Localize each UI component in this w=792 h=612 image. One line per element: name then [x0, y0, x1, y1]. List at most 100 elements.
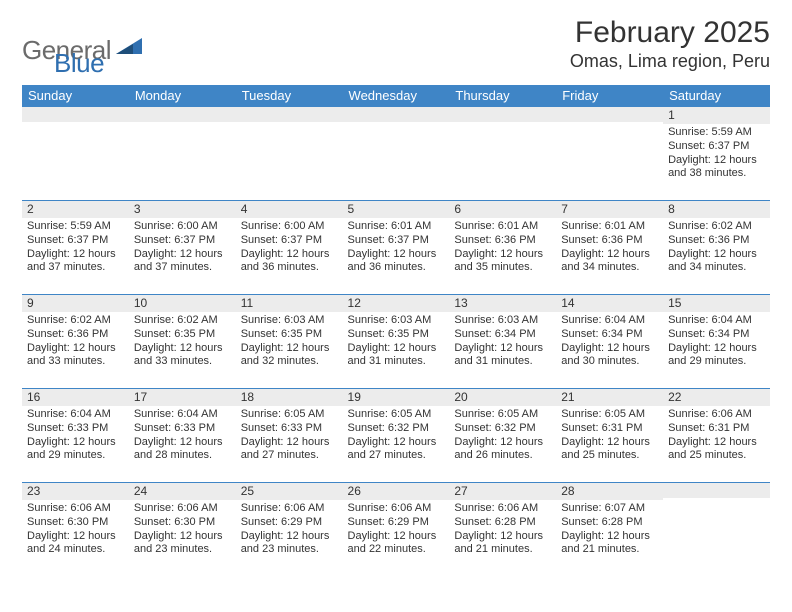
day-details: Sunrise: 6:05 AMSunset: 6:32 PMDaylight:…	[343, 406, 450, 467]
sunset-text: Sunset: 6:34 PM	[668, 328, 765, 342]
sunrise-text: Sunrise: 6:05 AM	[241, 408, 338, 422]
day-number: 16	[22, 389, 129, 406]
calendar-day-cell	[129, 107, 236, 201]
day-number: 23	[22, 483, 129, 500]
day-number	[236, 107, 343, 122]
day-number: 12	[343, 295, 450, 312]
calendar-day-cell	[663, 483, 770, 577]
calendar-week-row: 9Sunrise: 6:02 AMSunset: 6:36 PMDaylight…	[22, 295, 770, 389]
daylight-text: Daylight: 12 hours and 28 minutes.	[134, 436, 231, 464]
sunrise-text: Sunrise: 6:06 AM	[668, 408, 765, 422]
daylight-text: Daylight: 12 hours and 29 minutes.	[668, 342, 765, 370]
day-details: Sunrise: 6:03 AMSunset: 6:34 PMDaylight:…	[449, 312, 556, 373]
calendar-day-cell: 18Sunrise: 6:05 AMSunset: 6:33 PMDayligh…	[236, 389, 343, 483]
day-number: 8	[663, 201, 770, 218]
sunset-text: Sunset: 6:31 PM	[668, 422, 765, 436]
day-details: Sunrise: 6:02 AMSunset: 6:36 PMDaylight:…	[663, 218, 770, 279]
day-number: 27	[449, 483, 556, 500]
daylight-text: Daylight: 12 hours and 31 minutes.	[348, 342, 445, 370]
day-number	[449, 107, 556, 122]
weekday-heading: Saturday	[663, 85, 770, 107]
day-details: Sunrise: 6:04 AMSunset: 6:34 PMDaylight:…	[663, 312, 770, 373]
daylight-text: Daylight: 12 hours and 30 minutes.	[561, 342, 658, 370]
sunset-text: Sunset: 6:37 PM	[241, 234, 338, 248]
day-details: Sunrise: 6:04 AMSunset: 6:33 PMDaylight:…	[129, 406, 236, 467]
sunset-text: Sunset: 6:37 PM	[27, 234, 124, 248]
calendar-day-cell: 10Sunrise: 6:02 AMSunset: 6:35 PMDayligh…	[129, 295, 236, 389]
day-details: Sunrise: 6:02 AMSunset: 6:36 PMDaylight:…	[22, 312, 129, 373]
calendar-day-cell	[556, 107, 663, 201]
day-number: 22	[663, 389, 770, 406]
sunrise-text: Sunrise: 6:04 AM	[668, 314, 765, 328]
daylight-text: Daylight: 12 hours and 25 minutes.	[561, 436, 658, 464]
sunset-text: Sunset: 6:37 PM	[134, 234, 231, 248]
day-number: 21	[556, 389, 663, 406]
sunrise-text: Sunrise: 6:06 AM	[454, 502, 551, 516]
day-number	[129, 107, 236, 122]
day-details: Sunrise: 6:01 AMSunset: 6:37 PMDaylight:…	[343, 218, 450, 279]
daylight-text: Daylight: 12 hours and 35 minutes.	[454, 248, 551, 276]
calendar-day-cell: 16Sunrise: 6:04 AMSunset: 6:33 PMDayligh…	[22, 389, 129, 483]
day-details: Sunrise: 6:01 AMSunset: 6:36 PMDaylight:…	[449, 218, 556, 279]
calendar-day-cell: 3Sunrise: 6:00 AMSunset: 6:37 PMDaylight…	[129, 201, 236, 295]
calendar-day-cell: 14Sunrise: 6:04 AMSunset: 6:34 PMDayligh…	[556, 295, 663, 389]
calendar-day-cell: 17Sunrise: 6:04 AMSunset: 6:33 PMDayligh…	[129, 389, 236, 483]
day-details: Sunrise: 6:04 AMSunset: 6:33 PMDaylight:…	[22, 406, 129, 467]
sunset-text: Sunset: 6:28 PM	[561, 516, 658, 530]
day-details: Sunrise: 5:59 AMSunset: 6:37 PMDaylight:…	[22, 218, 129, 279]
sunrise-text: Sunrise: 6:00 AM	[134, 220, 231, 234]
day-number: 14	[556, 295, 663, 312]
daylight-text: Daylight: 12 hours and 31 minutes.	[454, 342, 551, 370]
sunrise-text: Sunrise: 6:04 AM	[27, 408, 124, 422]
day-number: 20	[449, 389, 556, 406]
sunrise-text: Sunrise: 6:02 AM	[27, 314, 124, 328]
calendar-week-row: 23Sunrise: 6:06 AMSunset: 6:30 PMDayligh…	[22, 483, 770, 577]
sunrise-text: Sunrise: 6:06 AM	[241, 502, 338, 516]
day-number: 25	[236, 483, 343, 500]
header-bar: General Blue February 2025 Omas, Lima re…	[22, 16, 770, 79]
day-details: Sunrise: 6:04 AMSunset: 6:34 PMDaylight:…	[556, 312, 663, 373]
day-details: Sunrise: 6:06 AMSunset: 6:30 PMDaylight:…	[129, 500, 236, 561]
daylight-text: Daylight: 12 hours and 23 minutes.	[134, 530, 231, 558]
title-block: February 2025 Omas, Lima region, Peru	[570, 16, 770, 72]
calendar-day-cell: 22Sunrise: 6:06 AMSunset: 6:31 PMDayligh…	[663, 389, 770, 483]
daylight-text: Daylight: 12 hours and 25 minutes.	[668, 436, 765, 464]
calendar-day-cell: 12Sunrise: 6:03 AMSunset: 6:35 PMDayligh…	[343, 295, 450, 389]
sunrise-text: Sunrise: 6:03 AM	[454, 314, 551, 328]
sunset-text: Sunset: 6:34 PM	[454, 328, 551, 342]
calendar-week-row: 16Sunrise: 6:04 AMSunset: 6:33 PMDayligh…	[22, 389, 770, 483]
day-details: Sunrise: 6:06 AMSunset: 6:28 PMDaylight:…	[449, 500, 556, 561]
daylight-text: Daylight: 12 hours and 33 minutes.	[134, 342, 231, 370]
day-number: 15	[663, 295, 770, 312]
day-details: Sunrise: 6:03 AMSunset: 6:35 PMDaylight:…	[343, 312, 450, 373]
sunset-text: Sunset: 6:35 PM	[241, 328, 338, 342]
sunset-text: Sunset: 6:37 PM	[668, 140, 765, 154]
sunrise-text: Sunrise: 6:01 AM	[348, 220, 445, 234]
day-number: 26	[343, 483, 450, 500]
daylight-text: Daylight: 12 hours and 27 minutes.	[348, 436, 445, 464]
day-details: Sunrise: 6:02 AMSunset: 6:35 PMDaylight:…	[129, 312, 236, 373]
calendar-day-cell: 7Sunrise: 6:01 AMSunset: 6:36 PMDaylight…	[556, 201, 663, 295]
day-details: Sunrise: 6:05 AMSunset: 6:33 PMDaylight:…	[236, 406, 343, 467]
day-details: Sunrise: 6:06 AMSunset: 6:29 PMDaylight:…	[343, 500, 450, 561]
day-details: Sunrise: 6:01 AMSunset: 6:36 PMDaylight:…	[556, 218, 663, 279]
sunrise-text: Sunrise: 5:59 AM	[668, 126, 765, 140]
daylight-text: Daylight: 12 hours and 23 minutes.	[241, 530, 338, 558]
day-details: Sunrise: 6:06 AMSunset: 6:31 PMDaylight:…	[663, 406, 770, 467]
day-number: 6	[449, 201, 556, 218]
daylight-text: Daylight: 12 hours and 22 minutes.	[348, 530, 445, 558]
brand-part2: Blue	[54, 48, 104, 79]
calendar-day-cell: 27Sunrise: 6:06 AMSunset: 6:28 PMDayligh…	[449, 483, 556, 577]
day-details: Sunrise: 6:00 AMSunset: 6:37 PMDaylight:…	[236, 218, 343, 279]
day-details: Sunrise: 6:07 AMSunset: 6:28 PMDaylight:…	[556, 500, 663, 561]
sunset-text: Sunset: 6:36 PM	[561, 234, 658, 248]
sunrise-text: Sunrise: 6:04 AM	[561, 314, 658, 328]
calendar-day-cell	[343, 107, 450, 201]
daylight-text: Daylight: 12 hours and 38 minutes.	[668, 154, 765, 182]
day-number	[22, 107, 129, 122]
day-number: 4	[236, 201, 343, 218]
daylight-text: Daylight: 12 hours and 26 minutes.	[454, 436, 551, 464]
day-number: 9	[22, 295, 129, 312]
sunset-text: Sunset: 6:32 PM	[454, 422, 551, 436]
weekday-heading: Sunday	[22, 85, 129, 107]
